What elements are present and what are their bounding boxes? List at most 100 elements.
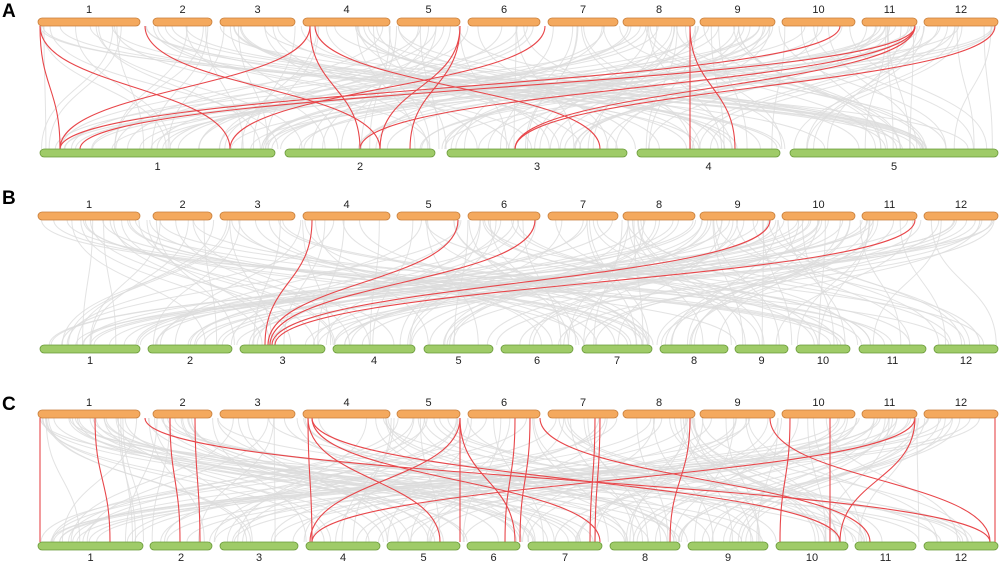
bottom-chromosome <box>147 344 233 354</box>
background-link <box>625 417 704 543</box>
background-link <box>619 25 947 150</box>
top-chromosome-label: 3 <box>254 4 260 16</box>
background-link <box>76 417 468 543</box>
top-chromosome <box>699 409 776 419</box>
highlight-link <box>79 25 916 150</box>
panel: A 1 2 3 4 5 6 7 8 9 10 11 121 2 3 4 5 <box>2 1 999 173</box>
background-link <box>151 25 209 150</box>
background-link <box>652 417 714 543</box>
background-link <box>48 219 799 346</box>
highlight-link <box>307 417 441 543</box>
top-chromosome-label: 5 <box>425 397 431 409</box>
background-link <box>703 25 901 150</box>
background-link <box>114 25 204 150</box>
bottom-chromosome <box>500 344 574 354</box>
background-link <box>45 417 81 543</box>
top-chromosome-label: 9 <box>734 397 740 409</box>
bottom-chromosome <box>609 541 681 551</box>
bottom-chromosome-label: 2 <box>187 355 193 367</box>
top-chromosome-label: 10 <box>812 4 824 16</box>
highlight-link <box>594 417 601 543</box>
background-link <box>691 417 868 543</box>
background-link <box>273 219 520 346</box>
highlight-link <box>59 25 311 150</box>
top-chromosome-label: 8 <box>656 199 662 211</box>
background-link <box>138 219 336 346</box>
background-link <box>649 25 924 150</box>
top-chromosome-label: 12 <box>955 199 967 211</box>
highlight-link <box>839 417 916 543</box>
background-link <box>185 25 326 150</box>
bottom-chromosome <box>795 344 851 354</box>
background-link <box>632 417 848 543</box>
background-link <box>68 219 231 346</box>
top-chromosome <box>219 17 296 27</box>
background-link <box>147 417 521 543</box>
background-link <box>192 219 370 346</box>
highlight-link <box>94 417 111 543</box>
top-chromosome-label: 3 <box>254 397 260 409</box>
background-link <box>72 417 618 543</box>
background-link <box>424 417 777 543</box>
top-chromosome-label: 3 <box>254 199 260 211</box>
background-link <box>579 25 876 150</box>
background-link <box>61 219 462 346</box>
top-chromosome <box>219 409 296 419</box>
highlight-link <box>309 417 461 543</box>
bottom-chromosome <box>39 344 141 354</box>
top-chromosome <box>152 17 213 27</box>
top-chromosome-label: 12 <box>955 4 967 16</box>
background-link <box>887 25 911 150</box>
top-chromosome <box>396 17 461 27</box>
background-link <box>356 417 748 543</box>
background-link <box>84 219 585 346</box>
background-link <box>115 417 332 543</box>
background-link <box>42 417 370 543</box>
background-link <box>361 219 844 346</box>
background-link <box>558 219 995 346</box>
panel-label: B <box>2 188 16 209</box>
background-link <box>956 25 975 150</box>
background-link <box>342 219 616 346</box>
background-link <box>433 417 854 543</box>
background-link <box>859 219 902 346</box>
top-chromosome-label: 2 <box>179 199 185 211</box>
background-link <box>447 417 938 543</box>
highlight-link <box>311 417 841 543</box>
background-link <box>812 417 862 543</box>
top-chromosome-label: 5 <box>425 4 431 16</box>
bottom-chromosome-label: 5 <box>420 552 426 564</box>
background-link <box>123 219 759 346</box>
background-link <box>298 25 878 150</box>
background-link <box>105 417 626 543</box>
background-link <box>174 219 302 346</box>
background-link <box>953 25 992 150</box>
bottom-chromosome-label: 9 <box>758 355 764 367</box>
background-link <box>872 219 942 346</box>
background-link <box>53 417 577 543</box>
background-link <box>737 25 888 150</box>
background-link <box>442 219 709 346</box>
background-link <box>146 219 271 346</box>
highlight-link <box>59 25 841 150</box>
bottom-chromosome-label: 4 <box>340 552 346 564</box>
background-link <box>217 219 785 346</box>
top-chromosome-label: 1 <box>86 4 92 16</box>
background-link <box>41 25 114 150</box>
background-link <box>61 417 138 543</box>
highlight-link <box>314 25 601 150</box>
background-link <box>209 417 606 543</box>
background-link <box>155 219 235 346</box>
background-link <box>737 417 886 543</box>
background-link <box>134 417 751 543</box>
bottom-chromosome <box>305 541 381 551</box>
background-link <box>198 25 469 150</box>
bottom-chromosome-label: 3 <box>279 355 285 367</box>
top-chromosome-label: 2 <box>179 4 185 16</box>
background-link <box>122 417 144 543</box>
top-chromosome <box>923 211 999 221</box>
background-link <box>575 417 890 543</box>
bottom-chromosome <box>239 344 326 354</box>
bottom-chromosome <box>423 344 494 354</box>
